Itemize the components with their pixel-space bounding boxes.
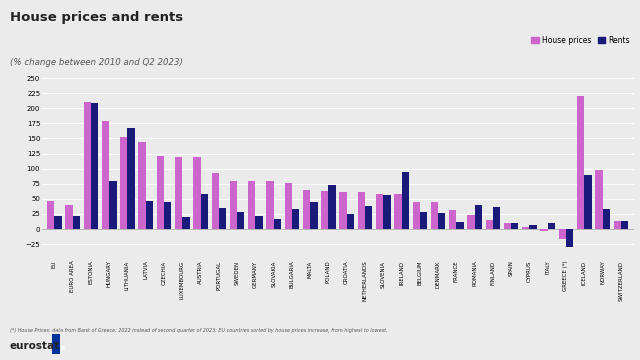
Legend: House prices, Rents: House prices, Rents [529, 33, 633, 48]
Bar [522, 227, 529, 229]
Bar [146, 201, 153, 229]
Bar [292, 209, 300, 229]
Bar [383, 195, 390, 229]
Bar [365, 206, 372, 229]
Bar [248, 181, 255, 229]
Bar [182, 217, 189, 229]
Bar [127, 128, 135, 229]
Bar [493, 207, 500, 229]
Bar [237, 212, 244, 229]
Bar [328, 185, 336, 229]
Bar [566, 229, 573, 247]
Bar [456, 222, 463, 229]
Bar [449, 210, 456, 229]
Bar [540, 229, 548, 231]
Bar [339, 192, 347, 229]
Bar [584, 175, 591, 229]
Bar [376, 194, 383, 229]
Bar [73, 216, 80, 229]
Bar [559, 229, 566, 239]
Bar [486, 220, 493, 229]
Text: (*) House Prices: data from Bank of Greece; 2022 instead of second quarter of 20: (*) House Prices: data from Bank of Gree… [10, 328, 387, 333]
Bar [109, 181, 116, 229]
Bar [310, 202, 317, 229]
Bar [138, 142, 146, 229]
Bar [65, 205, 73, 229]
Bar [420, 212, 427, 229]
Bar [394, 194, 401, 229]
Bar [475, 205, 482, 229]
Bar [595, 170, 602, 229]
Bar [321, 191, 328, 229]
Bar [621, 221, 628, 229]
Bar [164, 202, 172, 229]
Bar [274, 219, 281, 229]
Bar [577, 95, 584, 229]
Bar [504, 223, 511, 229]
Bar [266, 181, 274, 229]
Bar [84, 102, 91, 229]
Bar [200, 194, 208, 229]
Bar [467, 215, 475, 229]
Bar [157, 156, 164, 229]
Text: eurostat: eurostat [10, 341, 60, 351]
Bar [431, 202, 438, 229]
Bar [438, 213, 445, 229]
Bar [212, 174, 219, 229]
Bar [91, 103, 99, 229]
Bar [347, 214, 354, 229]
Bar [193, 157, 200, 229]
Bar [529, 225, 537, 229]
Bar [511, 223, 518, 229]
Bar [219, 208, 226, 229]
Bar [548, 223, 555, 229]
Text: (% change between 2010 and Q2 2023): (% change between 2010 and Q2 2023) [10, 58, 182, 67]
Bar [255, 216, 262, 229]
Bar [602, 209, 610, 229]
Text: E: E [60, 346, 64, 351]
Bar [358, 192, 365, 229]
Bar [47, 201, 54, 229]
Bar [120, 137, 127, 229]
Bar [413, 202, 420, 229]
Bar [401, 172, 409, 229]
Bar [175, 157, 182, 229]
Bar [303, 190, 310, 229]
Text: House prices and rents: House prices and rents [10, 11, 183, 24]
Bar [54, 216, 61, 229]
Bar [614, 221, 621, 229]
Bar [102, 121, 109, 229]
Bar [230, 181, 237, 229]
Bar [285, 183, 292, 229]
